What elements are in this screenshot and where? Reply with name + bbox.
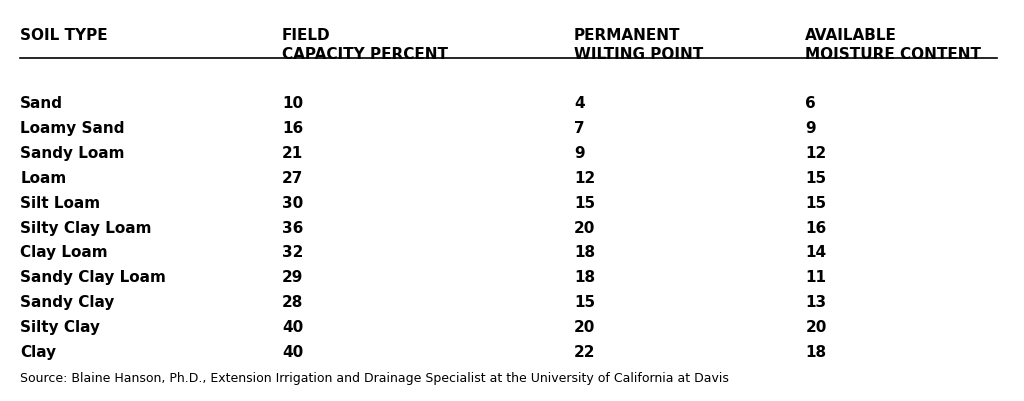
- Text: Sandy Clay: Sandy Clay: [20, 295, 115, 310]
- Text: 18: 18: [805, 345, 826, 360]
- Text: 15: 15: [805, 171, 826, 186]
- Text: 20: 20: [573, 320, 595, 335]
- Text: 36: 36: [282, 221, 303, 235]
- Text: 15: 15: [805, 196, 826, 211]
- Text: 11: 11: [805, 270, 826, 285]
- Text: PERMANENT
WILTING POINT: PERMANENT WILTING POINT: [573, 28, 703, 62]
- Text: 30: 30: [282, 196, 303, 211]
- Text: 40: 40: [282, 320, 303, 335]
- Text: 14: 14: [805, 245, 826, 260]
- Text: 7: 7: [573, 121, 585, 136]
- Text: Silt Loam: Silt Loam: [20, 196, 100, 211]
- Text: 12: 12: [805, 146, 826, 161]
- Text: 18: 18: [573, 245, 595, 260]
- Text: 16: 16: [282, 121, 303, 136]
- Text: Sand: Sand: [20, 96, 63, 111]
- Text: 12: 12: [573, 171, 595, 186]
- Text: 4: 4: [573, 96, 585, 111]
- Text: Loam: Loam: [20, 171, 67, 186]
- Text: 29: 29: [282, 270, 303, 285]
- Text: Sandy Clay Loam: Sandy Clay Loam: [20, 270, 166, 285]
- Text: 15: 15: [573, 196, 595, 211]
- Text: 9: 9: [573, 146, 585, 161]
- Text: 32: 32: [282, 245, 303, 260]
- Text: 15: 15: [573, 295, 595, 310]
- Text: 13: 13: [805, 295, 826, 310]
- Text: 6: 6: [805, 96, 816, 111]
- Text: 20: 20: [573, 221, 595, 235]
- Text: 10: 10: [282, 96, 303, 111]
- Text: Clay: Clay: [20, 345, 56, 360]
- Text: 40: 40: [282, 345, 303, 360]
- Text: FIELD
CAPACITY PERCENT: FIELD CAPACITY PERCENT: [282, 28, 447, 62]
- Text: Source: Blaine Hanson, Ph.D., Extension Irrigation and Drainage Specialist at th: Source: Blaine Hanson, Ph.D., Extension …: [20, 372, 729, 385]
- Text: 20: 20: [805, 320, 826, 335]
- Text: Sandy Loam: Sandy Loam: [20, 146, 125, 161]
- Text: 28: 28: [282, 295, 303, 310]
- Text: Silty Clay Loam: Silty Clay Loam: [20, 221, 152, 235]
- Text: Clay Loam: Clay Loam: [20, 245, 108, 260]
- Text: Silty Clay: Silty Clay: [20, 320, 100, 335]
- Text: SOIL TYPE: SOIL TYPE: [20, 28, 108, 43]
- Text: AVAILABLE
MOISTURE CONTENT: AVAILABLE MOISTURE CONTENT: [805, 28, 981, 62]
- Text: 27: 27: [282, 171, 303, 186]
- Text: 21: 21: [282, 146, 303, 161]
- Text: 9: 9: [805, 121, 816, 136]
- Text: Loamy Sand: Loamy Sand: [20, 121, 125, 136]
- Text: 22: 22: [573, 345, 595, 360]
- Text: 16: 16: [805, 221, 826, 235]
- Text: 18: 18: [573, 270, 595, 285]
